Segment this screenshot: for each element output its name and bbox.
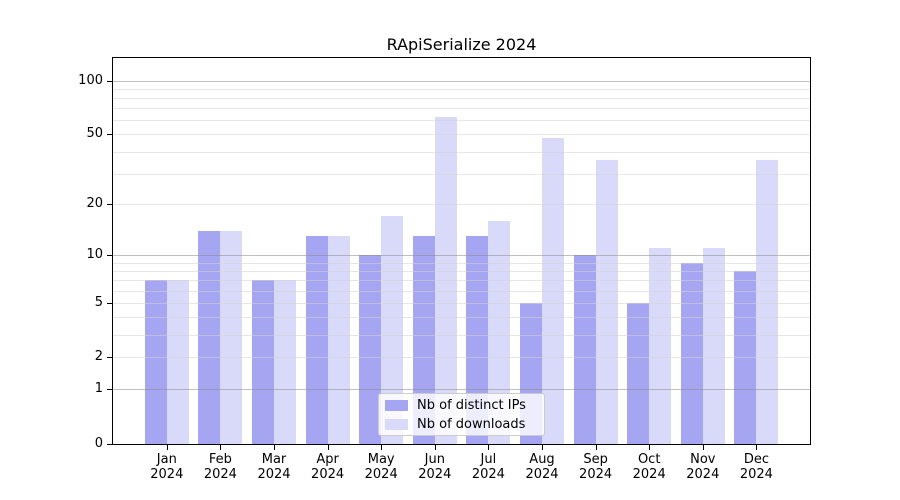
bar-nb-of-downloads-sep xyxy=(595,159,618,444)
gridline-minor-8 xyxy=(113,270,810,272)
x-tick-apr xyxy=(327,445,329,450)
bar-nb-of-distinct-ips-mar xyxy=(252,280,274,444)
y-tick-20 xyxy=(107,204,112,206)
x-tick-feb xyxy=(220,445,222,450)
x-tick-label-apr: Apr 2024 xyxy=(311,452,345,482)
grid-layer xyxy=(113,58,810,444)
bar-nb-of-downloads-jun xyxy=(434,116,457,444)
gridline-major-10 xyxy=(113,255,810,257)
chart-title: RApiSerialize 2024 xyxy=(386,35,537,54)
bar-nb-of-downloads-mar xyxy=(274,280,296,444)
bar-nb-of-downloads-may xyxy=(381,216,404,444)
x-tick-sep xyxy=(595,445,597,450)
legend-label-distinct-ips: Nb of distinct IPs xyxy=(417,397,526,413)
x-tick-label-dec: Dec 2024 xyxy=(739,452,773,482)
x-tick-label-jan: Jan 2024 xyxy=(150,452,184,482)
y-tick-label-10: 10 xyxy=(86,247,103,263)
bar-nb-of-distinct-ips-may xyxy=(359,255,382,444)
legend-row-downloads: Nb of downloads xyxy=(385,416,538,432)
y-tick-100 xyxy=(107,80,112,82)
x-tick-jul xyxy=(488,445,490,450)
bar-nb-of-downloads-apr xyxy=(327,236,350,444)
bar-nb-of-downloads-feb xyxy=(220,230,243,444)
bar-nb-of-downloads-dec xyxy=(756,159,779,444)
y-tick-label-20: 20 xyxy=(86,196,103,212)
gridline-minor-30 xyxy=(113,173,810,175)
gridline-minor-90 xyxy=(113,88,810,90)
gridline-minor-50 xyxy=(113,134,810,136)
y-tick-label-0: 0 xyxy=(94,436,103,451)
y-tick-0 xyxy=(107,444,112,445)
y-tick-1 xyxy=(107,389,112,391)
bars-layer xyxy=(113,58,810,444)
legend-swatch-distinct-ips xyxy=(385,399,408,411)
gridline-minor-3 xyxy=(113,334,810,336)
gridline-minor-70 xyxy=(113,108,810,110)
gridline-minor-60 xyxy=(113,120,810,122)
bar-nb-of-distinct-ips-feb xyxy=(198,230,221,444)
bar-nb-of-distinct-ips-nov xyxy=(680,262,703,444)
y-tick-10 xyxy=(107,255,112,257)
x-tick-nov xyxy=(702,445,704,450)
plot-area xyxy=(112,57,811,445)
x-tick-label-feb: Feb 2024 xyxy=(203,452,237,482)
x-tick-label-jul: Jul 2024 xyxy=(471,452,505,482)
bar-nb-of-downloads-jul xyxy=(488,220,511,444)
y-tick-5 xyxy=(107,302,112,304)
x-tick-label-oct: Oct 2024 xyxy=(632,452,666,482)
gridline-minor-4 xyxy=(113,317,810,319)
gridline-major-100 xyxy=(113,80,810,82)
legend-label-downloads: Nb of downloads xyxy=(417,416,526,432)
legend: Nb of distinct IPs Nb of downloads xyxy=(378,393,545,436)
gridline-minor-20 xyxy=(113,204,810,206)
bar-nb-of-downloads-jan xyxy=(166,280,189,444)
bar-nb-of-distinct-ips-jun xyxy=(412,236,435,444)
x-tick-dec xyxy=(756,445,758,450)
x-tick-label-jun: Jun 2024 xyxy=(418,452,452,482)
bar-nb-of-distinct-ips-sep xyxy=(573,255,596,444)
gridline-minor-9 xyxy=(113,262,810,264)
x-tick-label-mar: Mar 2024 xyxy=(257,452,291,482)
bar-nb-of-downloads-aug xyxy=(542,137,564,444)
bar-nb-of-downloads-nov xyxy=(702,248,725,444)
y-tick-label-2: 2 xyxy=(94,349,103,365)
x-tick-oct xyxy=(649,445,651,450)
x-tick-label-may: May 2024 xyxy=(364,452,398,482)
x-tick-jan xyxy=(166,445,168,450)
y-tick-label-5: 5 xyxy=(94,294,103,310)
gridline-minor-40 xyxy=(113,151,810,153)
bar-nb-of-distinct-ips-oct xyxy=(627,302,650,444)
x-tick-jun xyxy=(434,445,436,450)
bar-nb-of-downloads-oct xyxy=(649,248,672,444)
gridline-major-1 xyxy=(113,389,810,391)
gridline-minor-5 xyxy=(113,302,810,304)
x-tick-may xyxy=(381,445,383,450)
bar-nb-of-distinct-ips-jul xyxy=(466,236,489,444)
legend-swatch-downloads xyxy=(385,418,408,430)
y-tick-2 xyxy=(107,357,112,359)
gridline-minor-2 xyxy=(113,357,810,359)
y-tick-label-50: 50 xyxy=(86,126,103,142)
gridline-minor-7 xyxy=(113,280,810,282)
y-tick-50 xyxy=(107,134,112,136)
x-tick-label-nov: Nov 2024 xyxy=(686,452,720,482)
bar-nb-of-distinct-ips-jan xyxy=(144,280,167,444)
legend-row-distinct-ips: Nb of distinct IPs xyxy=(385,397,538,413)
x-tick-mar xyxy=(274,445,275,450)
x-tick-label-aug: Aug 2024 xyxy=(525,452,559,482)
bar-nb-of-distinct-ips-apr xyxy=(305,236,328,444)
y-tick-label-100: 100 xyxy=(78,72,103,88)
x-tick-aug xyxy=(542,445,543,450)
gridline-minor-6 xyxy=(113,290,810,292)
gridline-minor-80 xyxy=(113,97,810,99)
x-tick-label-sep: Sep 2024 xyxy=(579,452,613,482)
y-tick-label-1: 1 xyxy=(94,381,103,397)
